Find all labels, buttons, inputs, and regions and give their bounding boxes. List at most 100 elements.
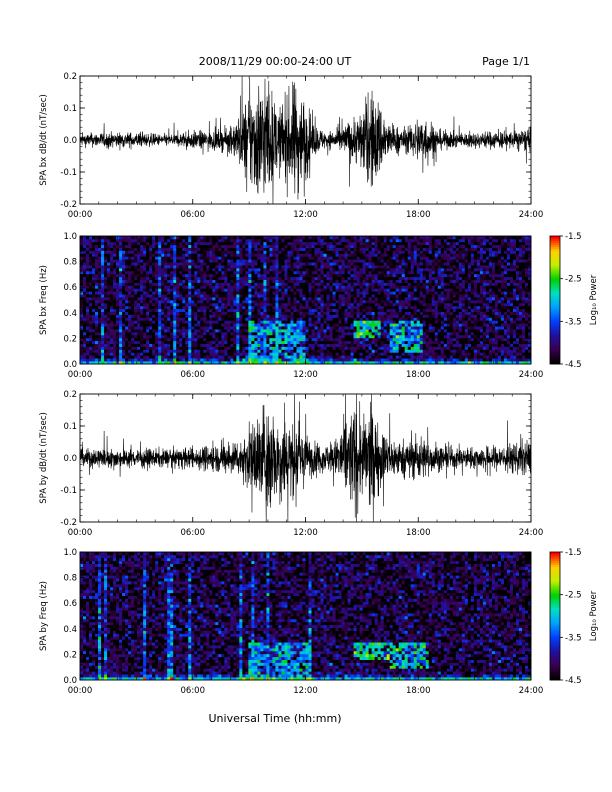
heatmap-cell <box>330 271 333 274</box>
heatmap-cell <box>360 291 363 294</box>
heatmap-cell <box>245 335 248 338</box>
heatmap-cell <box>321 291 324 294</box>
heatmap-cell <box>212 335 215 338</box>
heatmap-cell <box>378 248 381 251</box>
heatmap-cell <box>203 277 206 280</box>
heatmap-cell <box>312 306 315 309</box>
heatmap-cell <box>330 315 333 318</box>
heatmap-cell <box>128 277 131 280</box>
heatmap-cell <box>239 271 242 274</box>
heatmap-cell <box>92 329 95 332</box>
heatmap-cell <box>315 312 318 315</box>
heatmap-cell <box>290 280 293 283</box>
heatmap-cell <box>239 245 242 248</box>
heatmap-cell <box>348 312 351 315</box>
heatmap-cell <box>98 297 101 300</box>
heatmap-cell <box>164 259 167 262</box>
heatmap-cell <box>357 242 360 245</box>
heatmap-cell <box>336 236 339 239</box>
heatmap-cell <box>284 251 287 254</box>
heatmap-cell <box>200 268 203 271</box>
heatmap-cell <box>281 341 284 344</box>
heatmap-cell <box>110 262 113 265</box>
heatmap-cell <box>101 271 104 274</box>
heatmap-cell <box>191 294 194 297</box>
heatmap-cell <box>113 239 116 242</box>
heatmap-cell <box>342 294 345 297</box>
heatmap-cell <box>321 300 324 303</box>
heatmap-cell <box>227 344 230 347</box>
heatmap-cell <box>176 259 179 262</box>
heatmap-cell <box>287 248 290 251</box>
heatmap-cell <box>281 280 284 283</box>
heatmap-cell <box>194 329 197 332</box>
heatmap-cell <box>366 271 369 274</box>
heatmap-cell <box>188 280 191 283</box>
heatmap-cell <box>221 329 224 332</box>
heatmap-cell <box>239 358 242 361</box>
heatmap-cell <box>284 300 287 303</box>
heatmap-cell <box>345 259 348 262</box>
heatmap-cell <box>312 344 315 347</box>
heatmap-cell <box>137 306 140 309</box>
heatmap-cell <box>366 317 369 320</box>
heatmap-cell <box>209 323 212 326</box>
heatmap-cell <box>173 352 176 355</box>
heatmap-cell <box>248 259 251 262</box>
heatmap-cell <box>263 274 266 277</box>
heatmap-cell <box>89 265 92 268</box>
heatmap-cell <box>137 323 140 326</box>
heatmap-cell <box>293 309 296 312</box>
heatmap-cell <box>83 256 86 259</box>
heatmap-cell <box>330 344 333 347</box>
heatmap-cell <box>312 332 315 335</box>
heatmap-cell <box>309 288 312 291</box>
heatmap-cell <box>363 317 366 320</box>
heatmap-cell <box>155 251 158 254</box>
heatmap-cell <box>354 341 357 344</box>
heatmap-cell <box>98 271 101 274</box>
heatmap-cell <box>206 283 209 286</box>
heatmap-cell <box>119 358 122 361</box>
heatmap-cell <box>299 352 302 355</box>
heatmap-cell <box>182 262 185 265</box>
heatmap-cell <box>137 268 140 271</box>
heatmap-cell <box>143 338 146 341</box>
heatmap-cell <box>194 320 197 323</box>
heatmap-cell <box>266 285 269 288</box>
heatmap-cell <box>299 317 302 320</box>
heatmap-cell <box>263 349 266 352</box>
heatmap-cell <box>315 277 318 280</box>
heatmap-cell <box>351 253 354 256</box>
heatmap-cell <box>245 239 248 242</box>
heatmap-cell <box>98 347 101 350</box>
heatmap-cell <box>342 277 345 280</box>
heatmap-cell <box>302 312 305 315</box>
heatmap-cell <box>363 347 366 350</box>
heatmap-cell <box>302 291 305 294</box>
heatmap-cell <box>194 338 197 341</box>
heatmap-cell <box>348 341 351 344</box>
heatmap-cell <box>152 323 155 326</box>
heatmap-cell <box>245 329 248 332</box>
heatmap-cell <box>360 245 363 248</box>
heatmap-cell <box>324 344 327 347</box>
heatmap-cell <box>315 259 318 262</box>
heatmap-cell <box>206 300 209 303</box>
heatmap-cell <box>272 341 275 344</box>
heatmap-cell <box>104 265 107 268</box>
heatmap-cell <box>378 274 381 277</box>
heatmap-cell <box>116 355 119 358</box>
heatmap-cell <box>299 347 302 350</box>
heatmap-cell <box>381 288 384 291</box>
heatmap-cell <box>146 294 149 297</box>
heatmap-cell <box>206 329 209 332</box>
heatmap-cell <box>110 309 113 312</box>
heatmap-cell <box>104 323 107 326</box>
heatmap-cell <box>296 277 299 280</box>
heatmap-cell <box>378 306 381 309</box>
heatmap-cell <box>122 277 125 280</box>
heatmap-cell <box>251 347 254 350</box>
heatmap-cell <box>312 329 315 332</box>
heatmap-cell <box>348 317 351 320</box>
